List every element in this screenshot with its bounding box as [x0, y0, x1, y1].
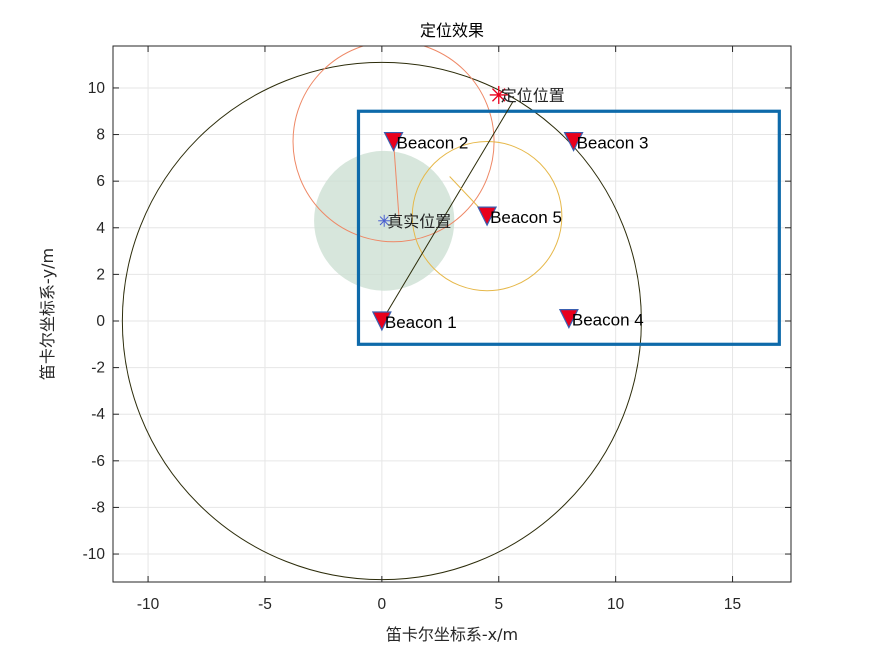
x-tick-label: 0 [378, 596, 387, 613]
y-axis-label: 笛卡尔坐标系-y/m [38, 248, 57, 380]
line-beacon2-range [393, 141, 400, 224]
y-tick-label: -10 [83, 546, 106, 563]
x-axis-label: 笛卡尔坐标系-x/m [386, 625, 518, 644]
beacon-marker [383, 131, 404, 152]
point-labels: Beacon 1 Beacon 2 Beacon 3 Beacon 4 Beacon 5… [385, 86, 649, 332]
y-tick-label: -4 [91, 406, 105, 423]
beacon-marker [477, 206, 498, 227]
beacon-label: Beacon 3 [577, 134, 649, 153]
y-tick-label: 10 [88, 80, 106, 97]
y-tick-label: 2 [96, 266, 105, 283]
x-tick-label: -5 [258, 596, 272, 613]
true-position-marker [378, 214, 391, 227]
x-tick-label: -10 [137, 596, 160, 613]
range-circle [411, 141, 563, 292]
estimated-position-marker [489, 85, 508, 104]
x-tick-label: 10 [607, 596, 625, 613]
beacon-label: Beacon 2 [397, 134, 469, 153]
estimate-star-stroke [491, 88, 506, 102]
markers [371, 85, 584, 332]
beacon-marker [558, 309, 579, 330]
true-star-stroke [379, 216, 389, 226]
axis-ticks: -10 -5 0 5 10 15 -10 -8 -6 -4 -2 0 2 4 6 8 10 [83, 46, 791, 613]
region-rect [356, 109, 781, 346]
y-tick-label: 6 [96, 173, 105, 190]
x-tick-label: 5 [494, 596, 503, 613]
y-tick-label: -2 [91, 360, 105, 377]
chart-title: 定位效果 [420, 21, 484, 40]
x-tick-label: 15 [724, 596, 741, 613]
y-tick-label: -8 [91, 499, 105, 516]
region-rectangle [356, 109, 781, 346]
y-tick-label: 4 [96, 220, 105, 237]
beacon-label: Beacon 1 [385, 313, 457, 332]
y-tick-label: -6 [91, 453, 105, 470]
line-beacon1-estimate [381, 101, 514, 322]
beacon-marker [371, 311, 392, 332]
beacon-label: Beacon 5 [490, 208, 562, 227]
y-tick-label: 8 [96, 127, 105, 144]
axes-box [112, 45, 792, 583]
true-position-label: 真实位置 [387, 212, 451, 231]
beacon-label: Beacon 4 [572, 311, 644, 330]
estimated-position-label: 定位位置 [501, 86, 565, 105]
y-tick-label: 0 [96, 313, 105, 330]
beacon-marker [563, 131, 584, 152]
